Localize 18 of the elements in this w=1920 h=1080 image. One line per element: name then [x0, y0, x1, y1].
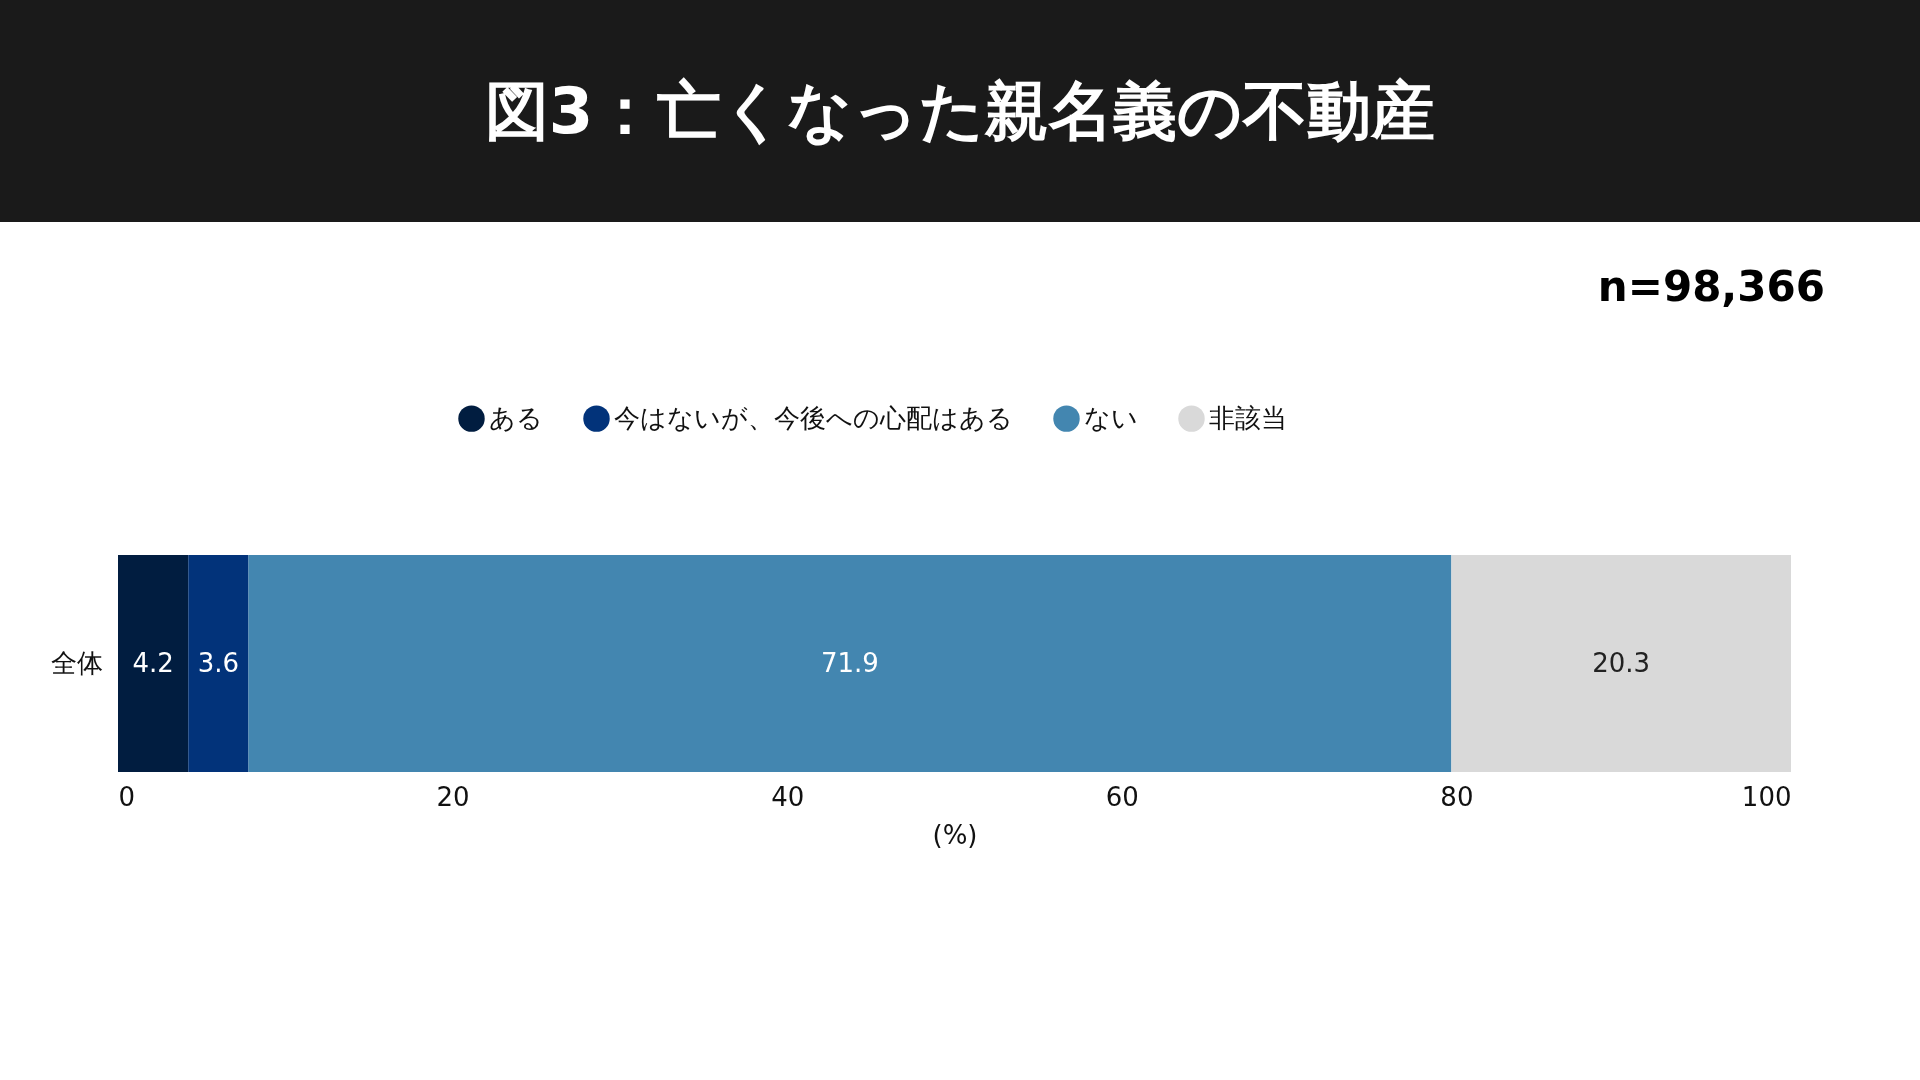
- chart-title: 図3：亡くなった親名義の不動産: [0, 0, 1920, 222]
- legend-label: 今はないが、今後への心配はある: [614, 402, 1013, 433]
- x-tick-label: 80: [1440, 781, 1474, 812]
- legend-label: ない: [1084, 402, 1138, 433]
- x-tick-label: 60: [1105, 781, 1139, 812]
- x-tick-label: 20: [436, 781, 470, 812]
- x-tick-label: 0: [118, 781, 136, 812]
- x-tick-label: 40: [771, 781, 805, 812]
- text: n=98,366: [1597, 262, 1825, 311]
- data-label: 3.6: [197, 647, 240, 678]
- data-label: 20.3: [1592, 647, 1651, 678]
- data-label: 4.2: [132, 647, 174, 678]
- legend-label: 非該当: [1209, 402, 1287, 433]
- legend-label: ある: [489, 402, 543, 433]
- data-label: 71.9: [820, 647, 879, 678]
- x-axis-title: (%): [932, 819, 978, 850]
- x-tick-label: 100: [1741, 781, 1792, 812]
- y-tick-label: 全体: [50, 647, 103, 678]
